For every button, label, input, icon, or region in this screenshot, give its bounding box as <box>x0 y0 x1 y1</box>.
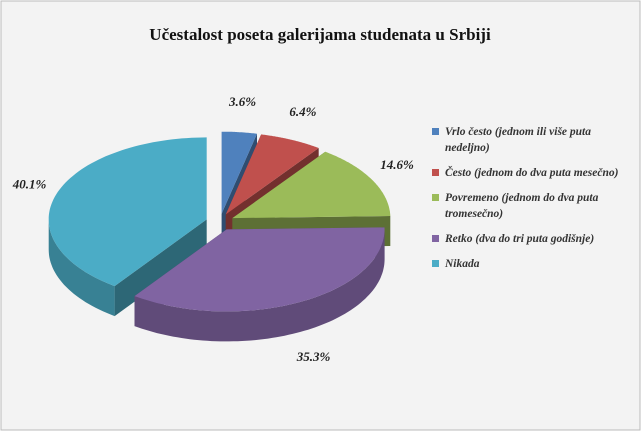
pie-slice <box>48 137 207 317</box>
data-label: 14.6% <box>380 157 414 172</box>
legend-swatch <box>432 128 439 135</box>
slice <box>225 134 319 215</box>
legend-label: Nikada <box>445 258 480 270</box>
data-label: 40.1% <box>12 176 47 191</box>
data-label: 35.3% <box>296 349 331 364</box>
pie-slice <box>134 227 385 342</box>
legend-swatch <box>432 169 439 176</box>
slice <box>134 227 385 312</box>
legend-item: Vrlo često (jednom ili više puta nedeljn… <box>432 124 632 156</box>
legend-label: Retko (dva do tri puta godišnje) <box>445 233 595 245</box>
data-label: 3.6% <box>228 94 256 109</box>
slice-wall <box>114 219 207 317</box>
legend: Vrlo često (jednom ili više puta nedeljn… <box>432 124 632 281</box>
legend-swatch <box>432 260 439 267</box>
legend-item: Nikada <box>432 256 632 272</box>
legend-label: Često (jednom do dva puta mesečno) <box>445 167 619 179</box>
data-label: 6.4% <box>289 104 316 119</box>
legend-item: Često (jednom do dva puta mesečno) <box>432 165 632 181</box>
legend-swatch <box>432 235 439 242</box>
slice <box>221 131 257 214</box>
slice <box>48 137 207 287</box>
legend-label: Povremeno (jednom do dva puta tromesečno… <box>445 192 599 220</box>
legend-swatch <box>432 194 439 201</box>
legend-item: Povremeno (jednom do dva puta tromesečno… <box>432 190 632 222</box>
slice <box>232 151 391 219</box>
legend-label: Vrlo često (jednom ili više puta nedeljn… <box>445 126 591 154</box>
chart-title: Učestalost poseta galerijama studenata u… <box>149 25 491 44</box>
slice-side <box>134 229 385 342</box>
legend-item: Retko (dva do tri puta godišnje) <box>432 231 632 247</box>
slice-side <box>48 219 115 317</box>
